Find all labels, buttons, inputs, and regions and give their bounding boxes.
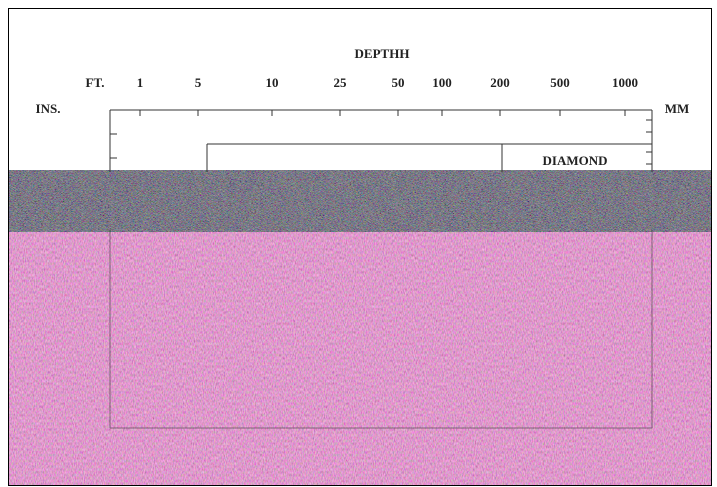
dark-band xyxy=(9,170,711,232)
ft-label: FT. xyxy=(86,75,105,90)
mm-label: MM xyxy=(665,101,690,116)
noise-area xyxy=(9,230,711,485)
scale-tick-label: 1000 xyxy=(612,75,638,90)
scale-tick-label: 5 xyxy=(195,75,202,90)
scale-tick-label: 1 xyxy=(137,75,144,90)
scale-tick-label: 25 xyxy=(334,75,348,90)
scale-tick-label: 10 xyxy=(266,75,279,90)
title: DEPTHH xyxy=(355,46,410,61)
scale-tick-label: 500 xyxy=(550,75,570,90)
diamond-label: DIAMOND xyxy=(543,153,608,168)
scale-tick-label: 50 xyxy=(392,75,405,90)
scale-tick-label: 100 xyxy=(432,75,452,90)
scan-page: DEPTHH FT. INS. MM DIAMOND 1 5 10 25 50 100 20… xyxy=(0,0,717,487)
ins-label: INS. xyxy=(36,101,61,116)
scale-tick-label: 200 xyxy=(490,75,510,90)
